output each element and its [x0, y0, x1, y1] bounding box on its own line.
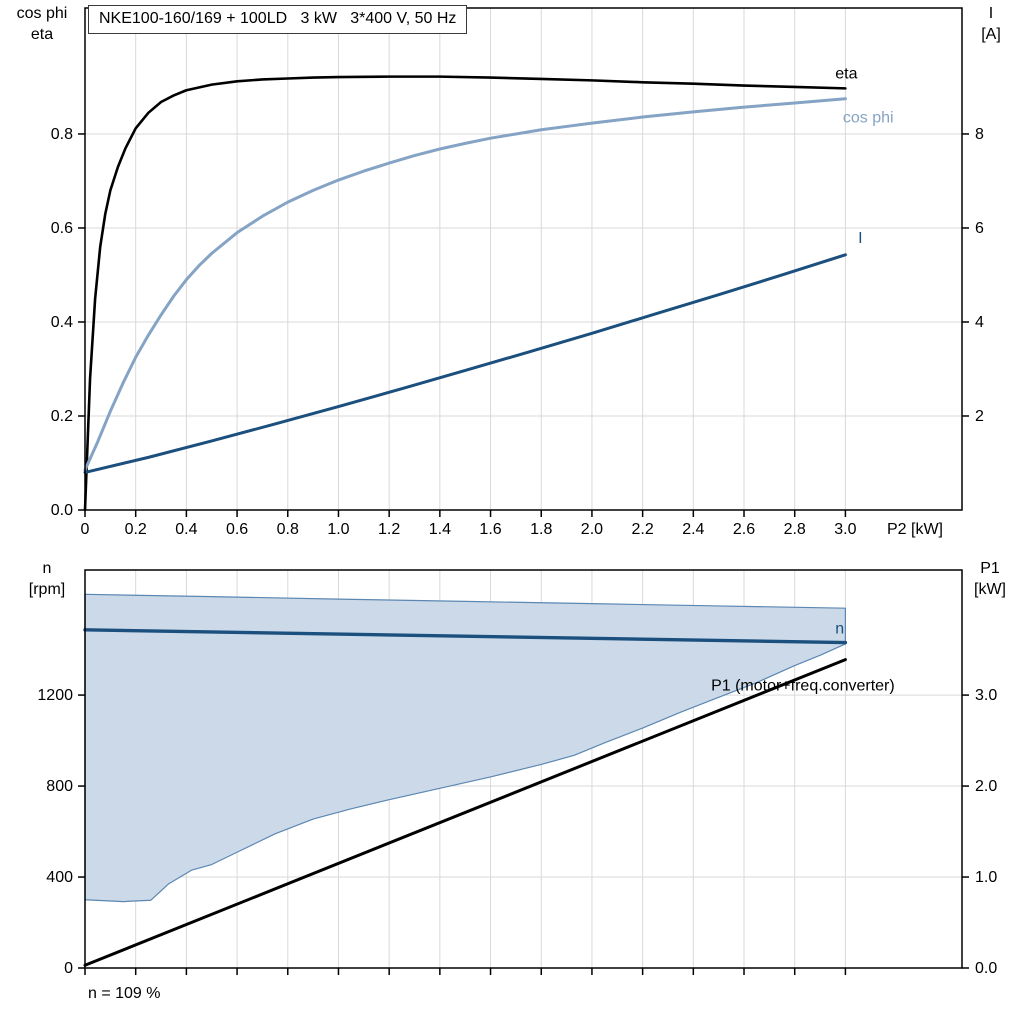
tick-label-x: 2.4: [682, 521, 704, 538]
tick-label-left: 0.0: [51, 502, 73, 519]
speed-axis-unit: [rpm]: [28, 581, 66, 598]
cosphi-axis-label: cos phi: [16, 5, 68, 22]
tick-label-left: 0: [64, 960, 73, 977]
series-I: [83, 253, 847, 474]
tick-label-left: 400: [46, 869, 73, 886]
tick-label-x: 0.2: [125, 521, 147, 538]
curve-label-n: n: [835, 621, 844, 638]
top-right-axis-title: I [A]: [962, 3, 1020, 45]
tick-label-x: 1.8: [530, 521, 552, 538]
curve-label-eta: eta: [835, 66, 857, 83]
tick-label-right: 4: [975, 314, 984, 331]
tick-label-left: 0.8: [51, 126, 73, 143]
tick-label-x: 1.0: [327, 521, 349, 538]
tick-label-left: 0.2: [51, 408, 73, 425]
top-left-axis-title: cos phi eta: [6, 3, 78, 45]
current-axis-label: I: [988, 5, 994, 22]
curve-label-p1-motor-freq-converter-: P1 (motor+freq.converter): [711, 678, 895, 695]
tick-label-x: 0.6: [226, 521, 248, 538]
tick-label-left: 1200: [37, 687, 73, 704]
tick-label-left: 800: [46, 778, 73, 795]
tick-label-right: 2.0: [975, 778, 997, 795]
tick-label-x: 2.2: [632, 521, 654, 538]
tick-label-right: 0.0: [975, 960, 997, 977]
curve-label-cos-phi: cos phi: [843, 110, 894, 127]
curve-label-i: I: [858, 230, 862, 247]
chart-title: NKE100-160/169 + 100LD 3 kW 3*400 V, 50 …: [88, 5, 468, 34]
tick-label-right: 8: [975, 126, 984, 143]
tick-label-x: 2.0: [581, 521, 603, 538]
tick-label-left: 0.4: [51, 314, 73, 331]
tick-label-right: 6: [975, 220, 984, 237]
bottom-left-axis-title: n [rpm]: [12, 558, 82, 600]
plot-frame: [84, 7, 963, 511]
region-speed-range: [84, 593, 847, 903]
x-axis-title: P2 [kW]: [887, 521, 943, 538]
tick-label-x: 0.4: [175, 521, 197, 538]
series-P1: [83, 658, 847, 967]
plot-frame: [84, 569, 963, 969]
tick-label-right: 1.0: [975, 869, 997, 886]
series-n: [83, 628, 848, 645]
tick-label-x: 0.8: [277, 521, 299, 538]
p1-axis-unit: [kW]: [974, 581, 1006, 598]
series-eta: [83, 75, 847, 512]
speed-percentage-note: n = 109 %: [88, 985, 161, 1002]
speed-axis-label: n: [42, 560, 52, 577]
tick-label-x: 1.6: [479, 521, 501, 538]
eta-axis-label: eta: [30, 26, 54, 43]
tick-label-x: 1.4: [429, 521, 451, 538]
tick-label-x: 0: [81, 521, 90, 538]
tick-label-x: 2.8: [784, 521, 806, 538]
tick-label-left: 0.6: [51, 220, 73, 237]
tick-label-x: 1.2: [378, 521, 400, 538]
p1-axis-label: P1: [980, 560, 1000, 577]
tick-label-right: 3.0: [975, 687, 997, 704]
bottom-right-axis-title: P1 [kW]: [960, 558, 1020, 600]
current-axis-unit: [A]: [981, 26, 1001, 43]
tick-label-x: 3.0: [834, 521, 856, 538]
tick-label-x: 2.6: [733, 521, 755, 538]
tick-label-right: 2: [975, 408, 984, 425]
series-cos-phi: [83, 97, 847, 472]
